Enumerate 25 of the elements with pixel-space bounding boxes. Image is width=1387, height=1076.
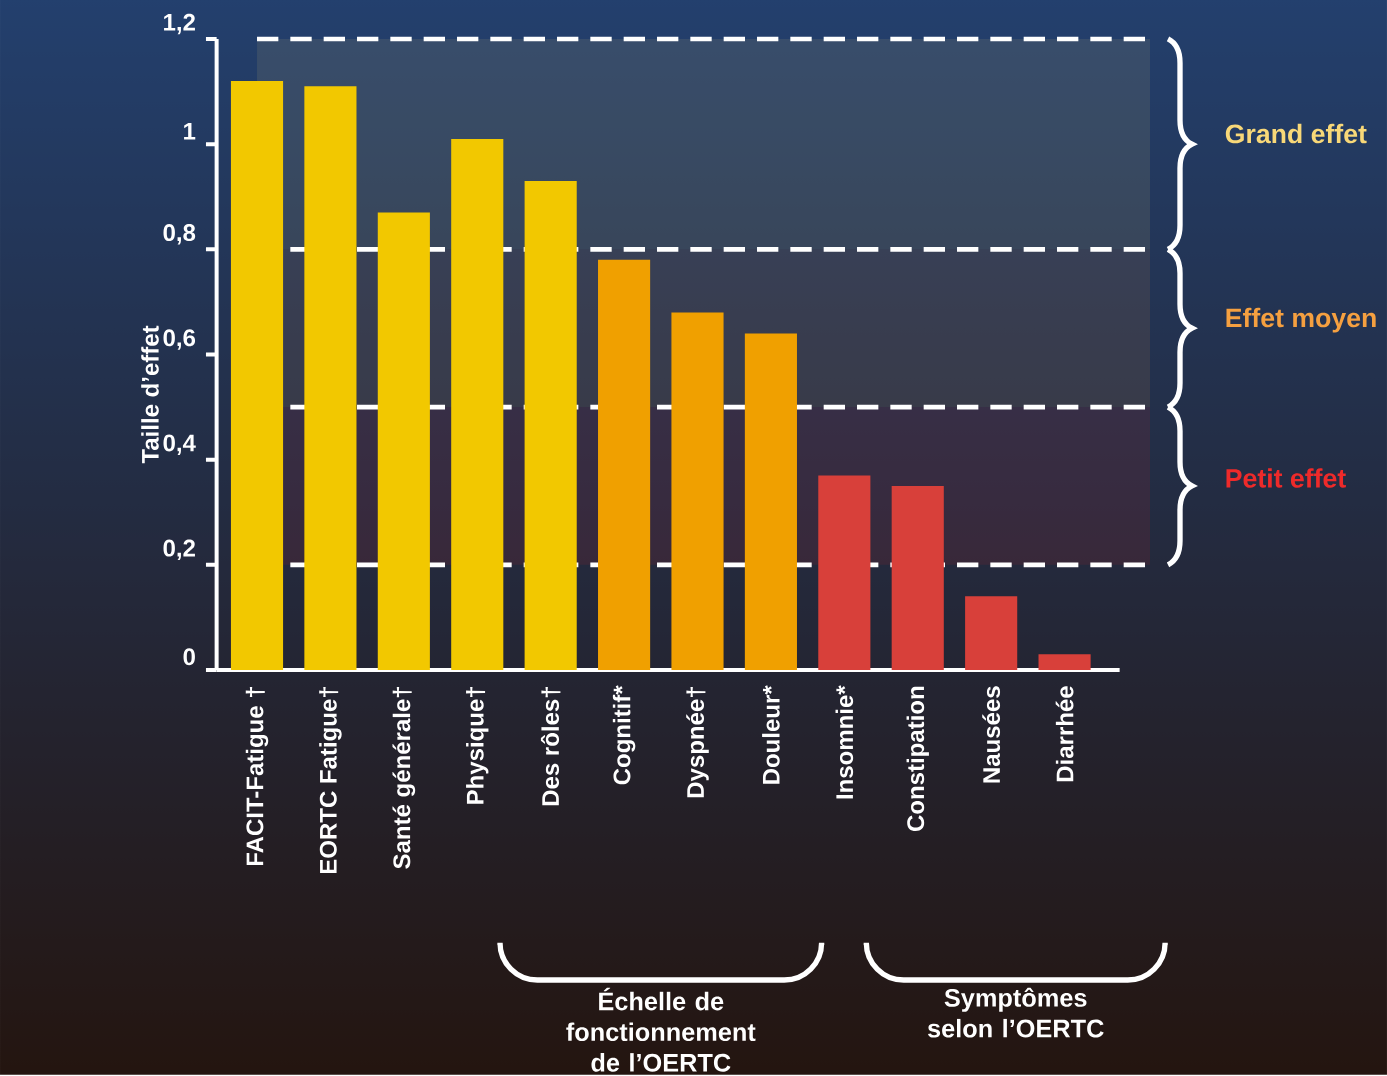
- band-label: Grand effet: [1225, 123, 1367, 144]
- band-label: Effet moyen: [1226, 307, 1376, 333]
- x-tick-label: Insomnie*: [835, 685, 854, 799]
- y-tick-label: 0,2: [163, 539, 195, 561]
- x-tick-label: FACIT-Fatigue †: [245, 686, 269, 866]
- x-tick-label: Dyspnée†: [686, 686, 709, 798]
- x-tick-label: Des rôles†: [540, 686, 561, 806]
- y-tick-label: 0,4: [163, 434, 196, 455]
- y-axis-title: Taille d’effet: [141, 325, 159, 464]
- x-tick-label: Physique†: [466, 686, 489, 804]
- text: Symptômes selon l’OERTC: [927, 987, 1104, 1038]
- x-tick-label: Nausées: [982, 686, 1001, 783]
- y-tick-label: 0,6: [163, 329, 196, 350]
- y-tick-label: 0,8: [163, 224, 196, 245]
- x-tick-label: Diarrhée: [1055, 686, 1074, 782]
- y-tick-label: 1: [184, 122, 196, 140]
- x-tick-label: Constipation: [906, 686, 929, 831]
- y-tick-label: 0: [183, 648, 195, 666]
- x-tick-label: EORTC Fatigue†: [319, 686, 342, 874]
- y-tick-label: 1,2: [164, 13, 195, 35]
- text: Échelle de fonctionnement de l’OERTC: [566, 987, 756, 1072]
- x-tick-label: Santé générale†: [392, 686, 416, 869]
- x-tick-label: Cognitif*: [612, 685, 636, 785]
- band-label: Petit effet: [1226, 468, 1346, 488]
- x-tick-label: Douleur*: [762, 685, 780, 784]
